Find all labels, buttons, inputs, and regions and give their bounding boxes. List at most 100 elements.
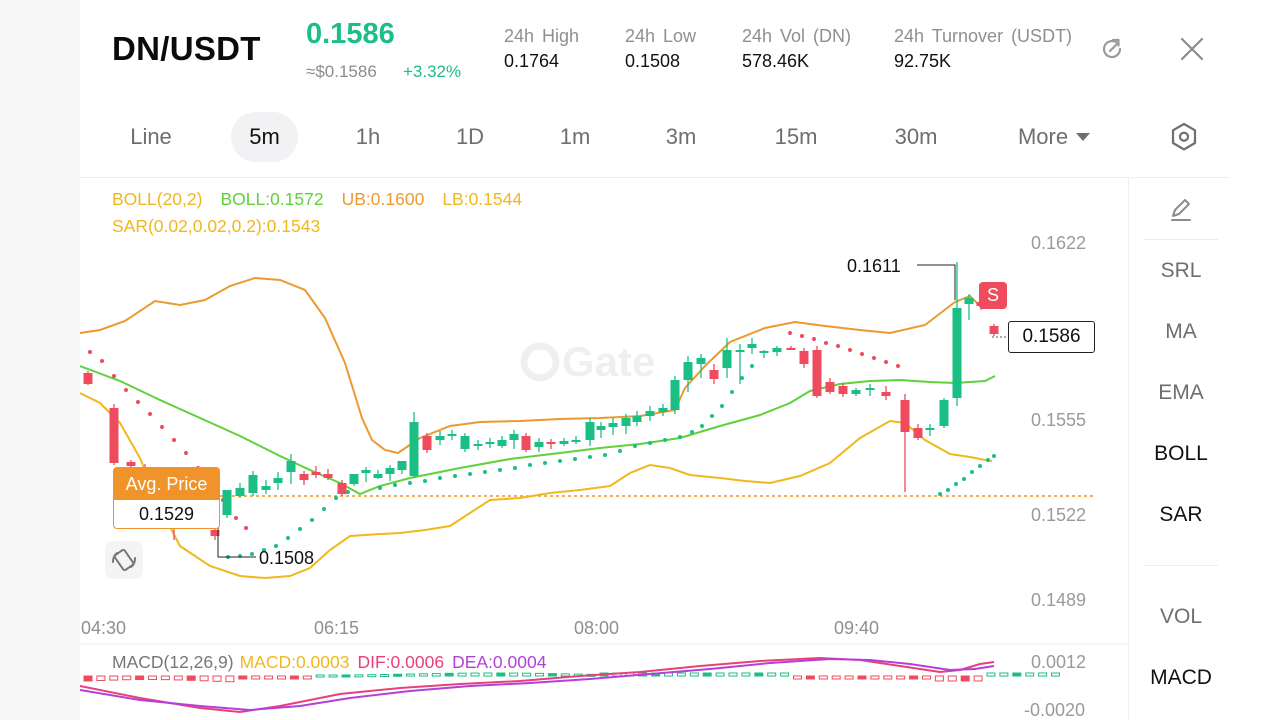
sar-dot <box>992 454 996 458</box>
avg-price-title: Avg. Price <box>114 468 219 500</box>
macd-bar-negative <box>960 675 970 682</box>
candle-up <box>851 390 861 394</box>
macd-dif-line <box>80 656 995 714</box>
macd-axis-label: 0.0012 <box>1031 652 1087 672</box>
macd-bar-positive <box>457 672 467 677</box>
macd-bar-positive <box>676 672 686 677</box>
candle-up <box>261 486 271 490</box>
candle-down <box>786 348 796 350</box>
sar-dot <box>740 376 744 380</box>
sar-dot <box>970 470 974 474</box>
candle-down <box>126 462 136 466</box>
macd-legend: MACD(12,26,9) MACD:0.0003 DIF:0.0006 DEA:0.… <box>112 652 564 673</box>
watermark-text: Gate <box>562 338 655 385</box>
macd-bar-negative <box>883 675 893 680</box>
kline-chart[interactable]: Gate <box>80 178 1128 720</box>
pair-title: DN/USDT <box>112 30 261 67</box>
sar-dot <box>573 457 577 461</box>
indicator-sar[interactable]: SAR <box>1159 503 1203 526</box>
tf-1d[interactable]: 1D <box>455 124 485 149</box>
macd-bar-positive <box>1012 672 1022 677</box>
macd-bar-negative <box>122 675 132 681</box>
indicator-panel: SRL MA EMA BOLL SAR VOL MACD <box>1128 178 1232 720</box>
stat-value: 578.46K <box>742 51 810 71</box>
indicator-ma[interactable]: MA <box>1165 320 1197 343</box>
price-axis-label: 0.1555 <box>1031 410 1087 430</box>
indicator-srl[interactable]: SRL <box>1160 259 1202 282</box>
sar-dot <box>954 482 958 486</box>
sar-dot <box>453 474 457 478</box>
candle-up <box>473 444 483 446</box>
panel-divider <box>1144 565 1218 566</box>
settings-icon[interactable] <box>1168 121 1200 153</box>
candle-down <box>709 370 719 379</box>
draw-pencil-icon[interactable] <box>1167 196 1195 224</box>
tf-3m[interactable]: 3m <box>665 124 697 149</box>
fiat-price: ≈$0.1586 <box>306 62 377 81</box>
stat-value: 92.75K <box>894 51 952 71</box>
tf-15m[interactable]: 15m <box>774 124 818 149</box>
tf-5m[interactable]: 5m <box>231 112 298 162</box>
candle-down <box>109 408 119 463</box>
candle-up <box>485 442 495 444</box>
indicator-vol[interactable]: VOL <box>1159 605 1203 628</box>
close-icon[interactable] <box>1177 34 1207 64</box>
refresh-icon[interactable] <box>1097 34 1127 64</box>
sar-legend: SAR(0.02,0.02,0.2):0.1543 <box>112 216 321 236</box>
avg-price-box[interactable]: Avg. Price 0.1529 <box>113 467 220 529</box>
price-axis-label: 0.1522 <box>1031 505 1087 525</box>
macd-bar-positive <box>715 672 725 677</box>
sar-dot <box>836 344 840 348</box>
macd-bar-negative <box>212 675 222 682</box>
tf-more-label: More <box>1017 124 1069 149</box>
candle-up <box>952 308 962 398</box>
macd-bar-positive <box>367 674 377 678</box>
rotate-screen-button[interactable] <box>105 541 143 579</box>
sell-signal-badge[interactable]: S <box>979 282 1007 309</box>
stat-24h-low: 24h Low 0.1508 <box>625 26 696 72</box>
sar-dot <box>986 458 990 462</box>
macd-bar-negative <box>277 675 286 680</box>
sar-dot <box>172 438 176 442</box>
candle-down <box>521 436 531 450</box>
tf-1h[interactable]: 1h <box>355 124 381 149</box>
candle-up <box>397 461 407 470</box>
candle-down <box>799 351 809 364</box>
tf-1m[interactable]: 1m <box>559 124 591 149</box>
indicator-ema[interactable]: EMA <box>1158 381 1204 404</box>
sar-dot <box>978 464 982 468</box>
sar-dot <box>393 483 397 487</box>
candle-up <box>235 488 245 496</box>
boll-lower-band <box>80 392 993 580</box>
sar-dot <box>148 412 152 416</box>
boll-bands <box>80 276 996 580</box>
macd-bar-negative <box>83 675 93 682</box>
tf-line[interactable]: Line <box>130 124 172 149</box>
tf-30m[interactable]: 30m <box>894 124 938 149</box>
candle-up <box>735 350 745 352</box>
candle-down <box>299 474 309 480</box>
sar-dot <box>513 466 517 470</box>
boll-upper-band <box>80 276 981 455</box>
macd-bar-negative <box>160 675 170 681</box>
sar-dot <box>824 341 828 345</box>
left-edge-strip <box>0 0 80 720</box>
sar-dot <box>334 496 338 500</box>
macd-bar-positive <box>406 673 415 677</box>
macd-bar-positive <box>999 672 1009 677</box>
candle-up <box>596 426 606 430</box>
candle-up <box>670 380 680 410</box>
macd-bar-positive <box>522 672 532 677</box>
indicator-boll[interactable]: BOLL <box>1154 442 1208 465</box>
indicator-macd[interactable]: MACD <box>1150 666 1212 689</box>
sar-dot <box>124 388 128 392</box>
macd-bar-negative <box>238 675 248 680</box>
tf-more-dropdown[interactable]: More <box>1006 112 1102 162</box>
avg-price-value: 0.1529 <box>138 504 195 524</box>
candle-up <box>571 440 581 442</box>
sar-dot <box>618 449 622 453</box>
candle-up <box>447 434 457 436</box>
macd-bar-positive <box>547 673 557 677</box>
candle-down <box>913 428 923 438</box>
macd-bar-positive <box>560 673 570 677</box>
